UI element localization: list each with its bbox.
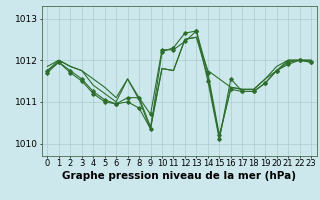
X-axis label: Graphe pression niveau de la mer (hPa): Graphe pression niveau de la mer (hPa) [62,171,296,181]
